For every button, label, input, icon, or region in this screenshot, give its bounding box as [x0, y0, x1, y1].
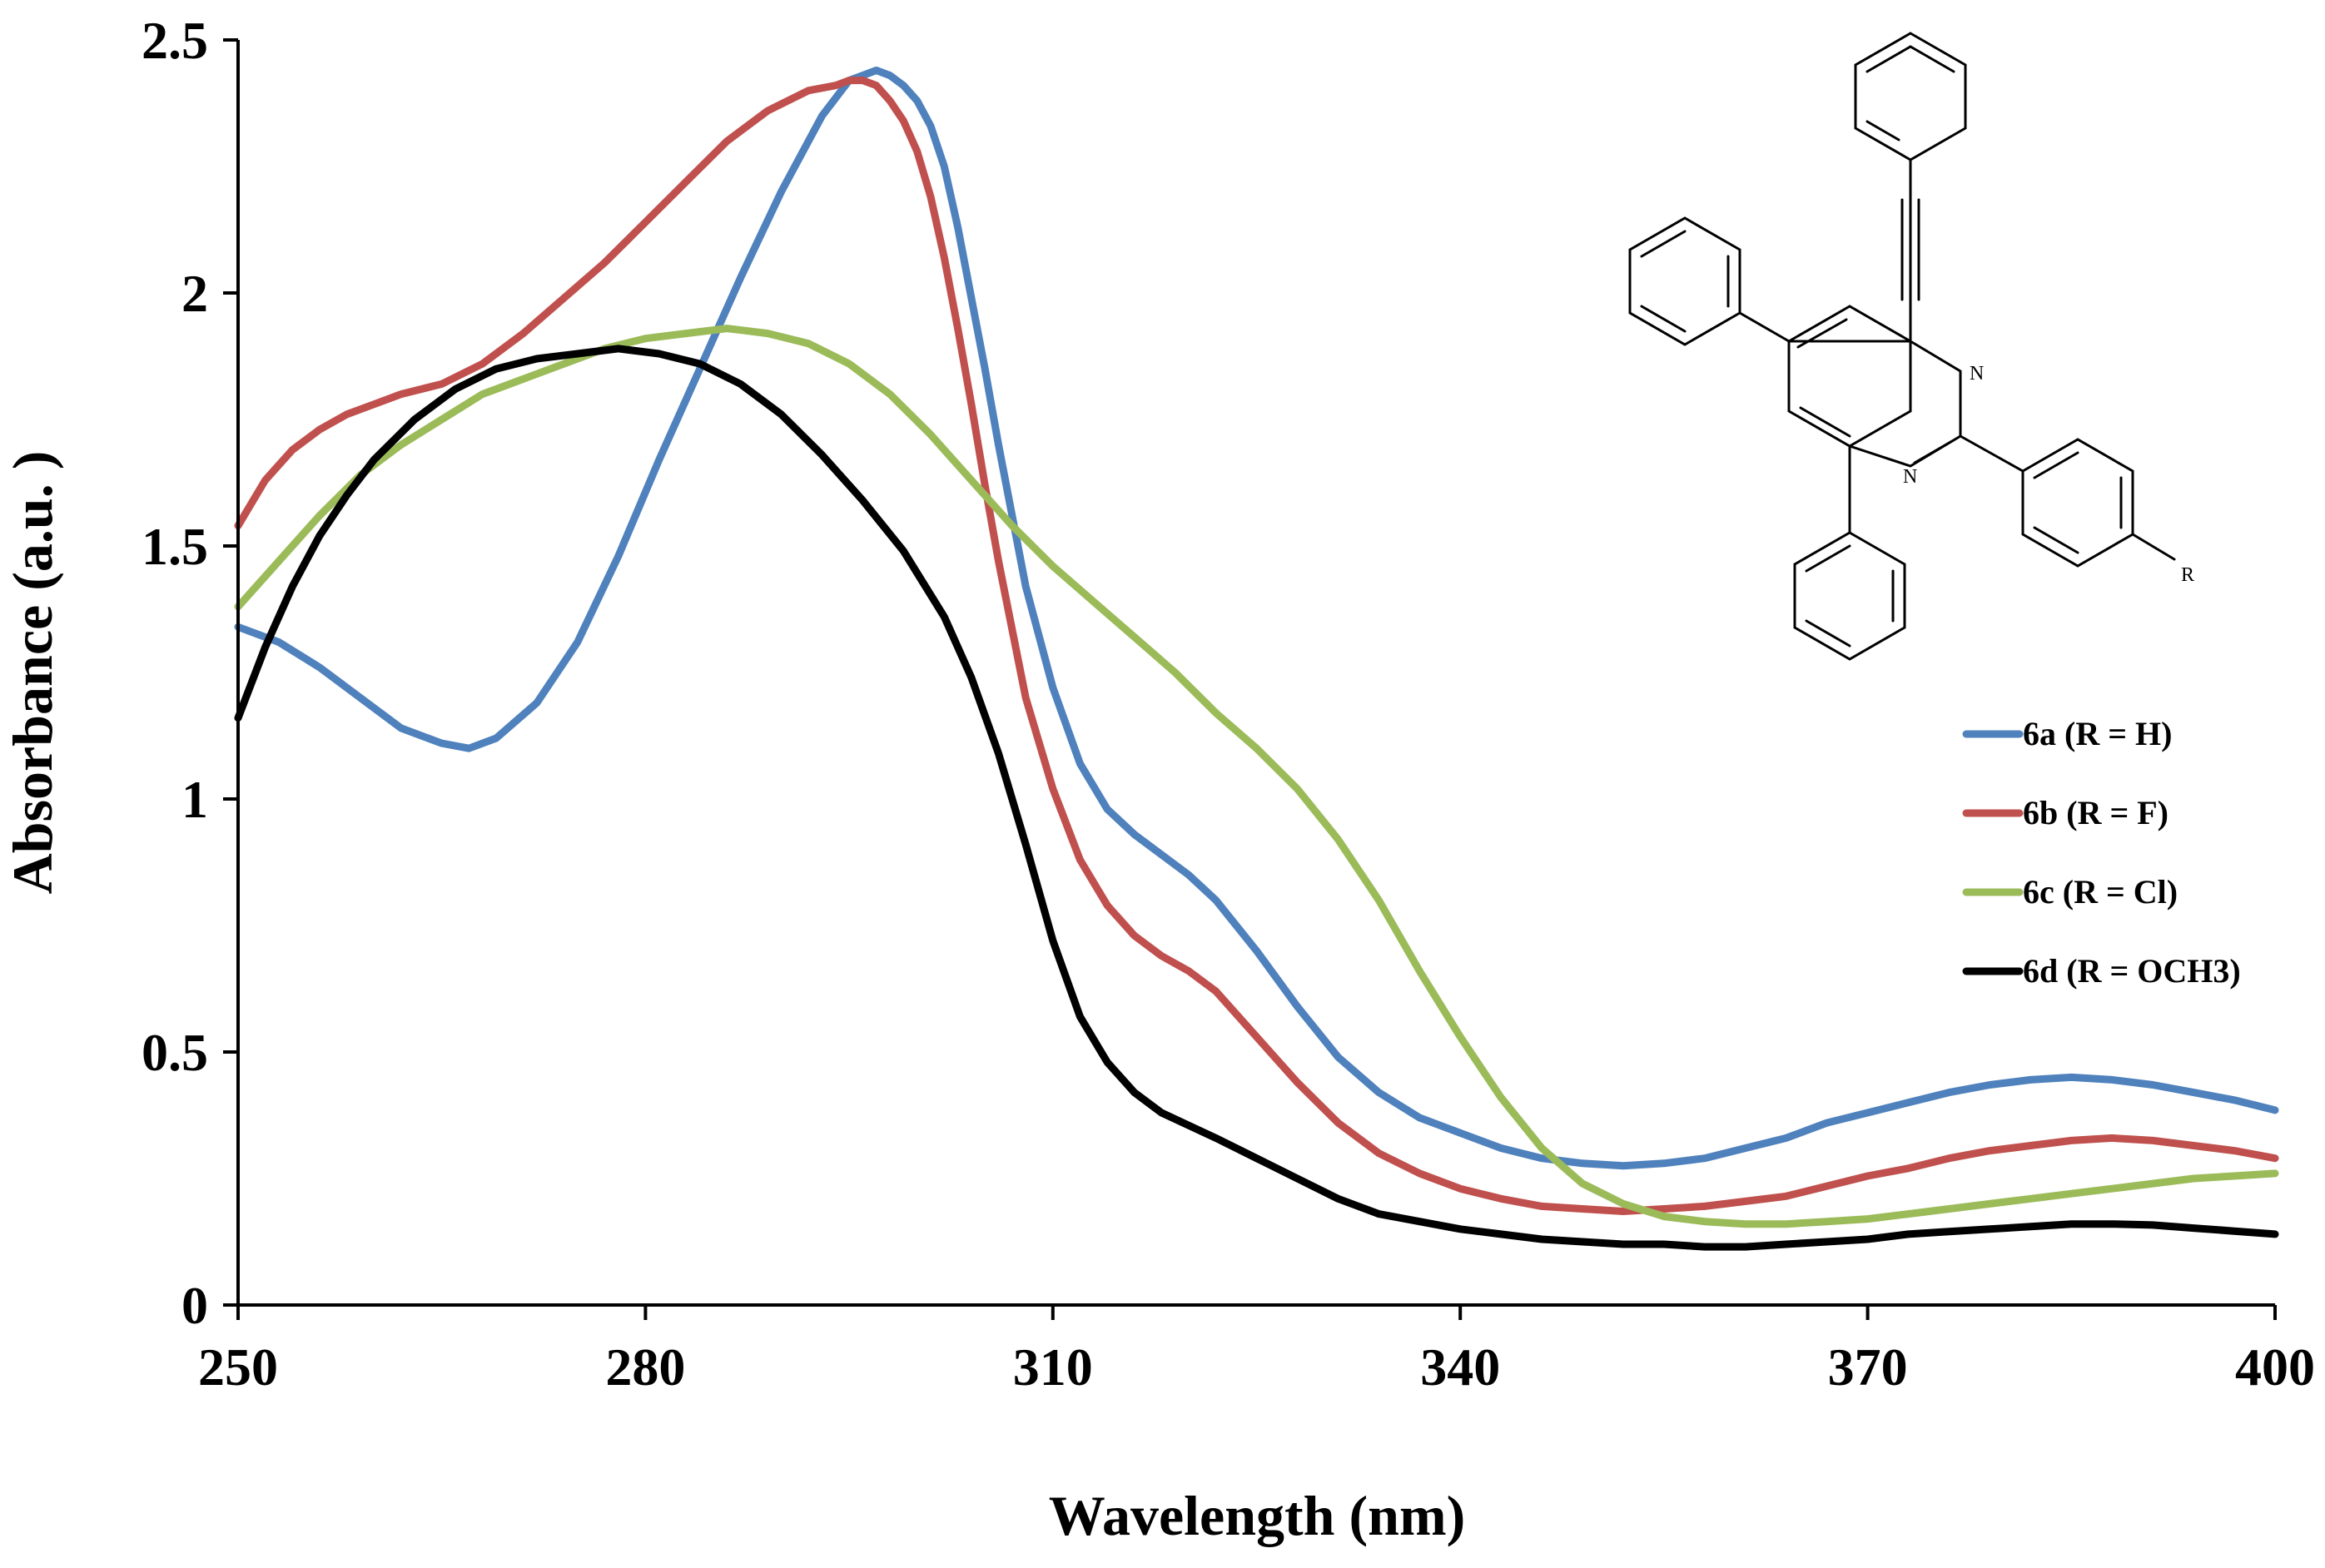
left-phenyl-inner-3 — [1640, 305, 1687, 333]
bottom-phenyl-ring — [1793, 531, 1906, 661]
top-phenyl-ring — [1854, 32, 1967, 161]
y-tick-label: 0 — [181, 1276, 208, 1335]
x-axis-title: Wavelength (nm) — [1049, 1484, 1466, 1547]
right-aryl-ring — [2021, 438, 2134, 568]
benzo-ring-edge — [1796, 318, 1848, 349]
pyrimidine-inner-bond — [1913, 439, 1954, 464]
series-layer — [234, 67, 2279, 1251]
left-phenyl-link — [1738, 311, 1791, 343]
x-tick-label: 280 — [605, 1337, 685, 1397]
legend: 6a (R = H) 6b (R = F) 6c (R = Cl) 6d (R = O… — [1962, 715, 2241, 990]
benzo-inner-bond — [1799, 406, 1851, 438]
series-line-2 — [234, 325, 2279, 1228]
y-tick-label: 1 — [181, 770, 208, 829]
legend-label: 6c (R = Cl) — [2023, 873, 2178, 911]
atom-label-n1: N — [1970, 363, 1984, 385]
series-line-1 — [234, 77, 2279, 1215]
left-phenyl-inner-1 — [1640, 230, 1687, 258]
x-tick-label: 340 — [1420, 1337, 1500, 1397]
top-phenyl-inner-bond-2 — [1865, 120, 1900, 141]
y-axis-title: Absorbance (a.u. ) — [1, 451, 64, 895]
legend-label: 6a (R = H) — [2023, 715, 2172, 752]
y-tick-label: 2.5 — [142, 11, 208, 70]
x-tick-label: 400 — [2235, 1337, 2315, 1397]
x-tick-label: 370 — [1828, 1337, 1908, 1397]
right-aryl-link — [1959, 434, 2024, 473]
benzo-ring — [1787, 340, 1912, 448]
bottom-phenyl-inner-1 — [1805, 544, 1851, 573]
legend-label: 6d (R = OCH3) — [2023, 952, 2241, 990]
y-tick-label: 2 — [181, 264, 208, 323]
y-tick-label: 1.5 — [142, 517, 208, 576]
x-tick-label: 310 — [1013, 1337, 1093, 1397]
tick-layer: 250 280 310 340 370 400 0 0.5 1 1.5 2 2.5 — [142, 11, 2315, 1397]
top-phenyl-inner-bond — [1865, 45, 1955, 73]
atom-label-n2: N — [1903, 466, 1917, 488]
x-tick-label: 250 — [198, 1337, 278, 1397]
left-phenyl-ring — [1628, 216, 1741, 346]
right-aryl-inner-1 — [2033, 451, 2079, 479]
series-line-0 — [234, 67, 2279, 1170]
molecule-structure: N N R — [1628, 32, 2194, 661]
y-tick-label: 0.5 — [142, 1023, 208, 1082]
pyrimidine-ring — [1848, 340, 1962, 468]
atom-label-r: R — [2181, 564, 2194, 586]
legend-label: 6b (R = F) — [2023, 794, 2169, 831]
benzo-ring-top — [1787, 305, 1912, 343]
bottom-phenyl-inner-3 — [1805, 619, 1851, 648]
series-line-3 — [234, 345, 2279, 1251]
r-substituent-bond — [2131, 533, 2176, 561]
right-aryl-inner-3 — [2033, 526, 2079, 554]
